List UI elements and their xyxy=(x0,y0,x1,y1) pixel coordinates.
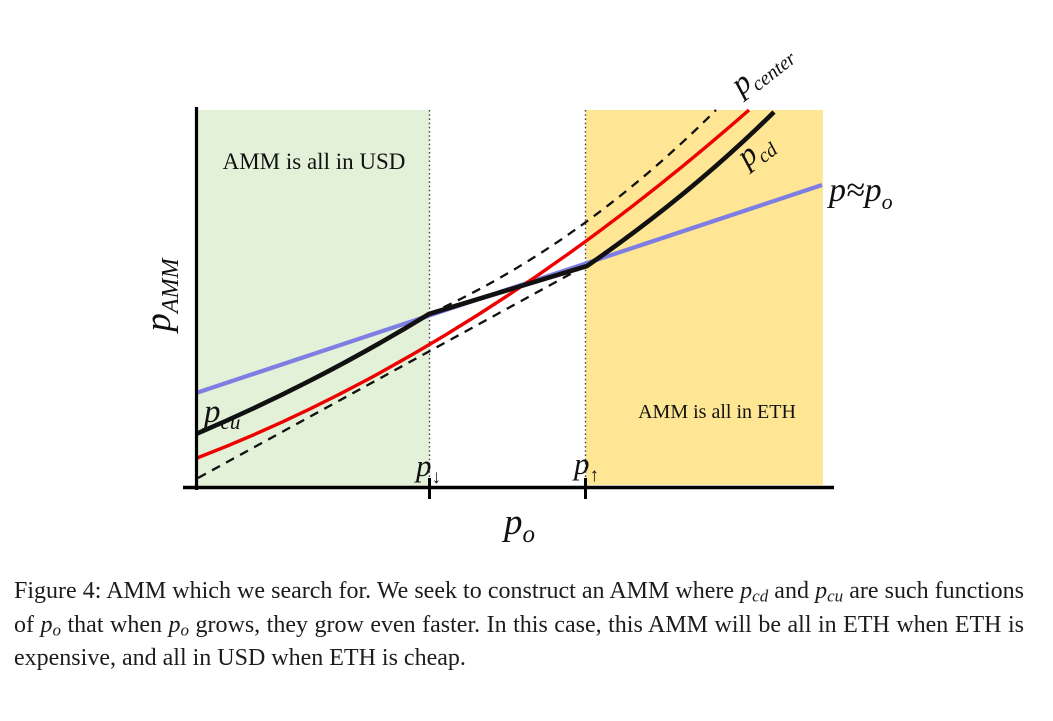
caption-math-po2: p xyxy=(168,611,181,638)
p-down-label: p↓ xyxy=(414,448,441,488)
caption-text: that when xyxy=(61,611,169,638)
caption-math-pcd-sub: cd xyxy=(752,586,769,606)
caption-text: are such functions of xyxy=(14,578,1025,638)
figure-plot: AMM is all in USD AMM is all in ETH pAMM… xyxy=(138,32,893,548)
caption-text: and xyxy=(768,578,816,604)
p-center-curve xyxy=(196,108,751,460)
caption-math-pcd: p xyxy=(740,578,753,604)
region-all-in-usd xyxy=(198,110,429,487)
p-up-label: p↑ xyxy=(572,446,599,486)
caption-math-pcu-sub: cu xyxy=(827,586,844,606)
y-axis-label: pAMM xyxy=(138,256,184,334)
caption-math-po2-sub: o xyxy=(180,620,190,640)
caption-math-po1-sub: o xyxy=(52,620,62,640)
amm-price-curve xyxy=(195,110,776,437)
p-center-label: pcenter xyxy=(722,32,801,106)
caption-text: Figure 4: AMM which we search for. We se… xyxy=(14,578,741,604)
caption-text: grows, they grow even faster. In this ca… xyxy=(14,611,1024,672)
caption-math-po1: p xyxy=(40,611,53,638)
p-approx-po-label: p≈po xyxy=(827,172,893,214)
caption-math-pcu: p xyxy=(815,578,828,604)
region-usd-label: AMM is all in USD xyxy=(223,149,406,174)
x-axis-label: po xyxy=(501,502,535,548)
p-cu-label: pcu xyxy=(202,394,240,434)
p-cu-dashed-extension-curve xyxy=(428,109,717,316)
region-eth-label: AMM is all in ETH xyxy=(638,401,796,423)
region-all-in-eth xyxy=(586,110,823,485)
figure-caption: Figure 4: AMM which we search for. We se… xyxy=(14,575,1024,676)
